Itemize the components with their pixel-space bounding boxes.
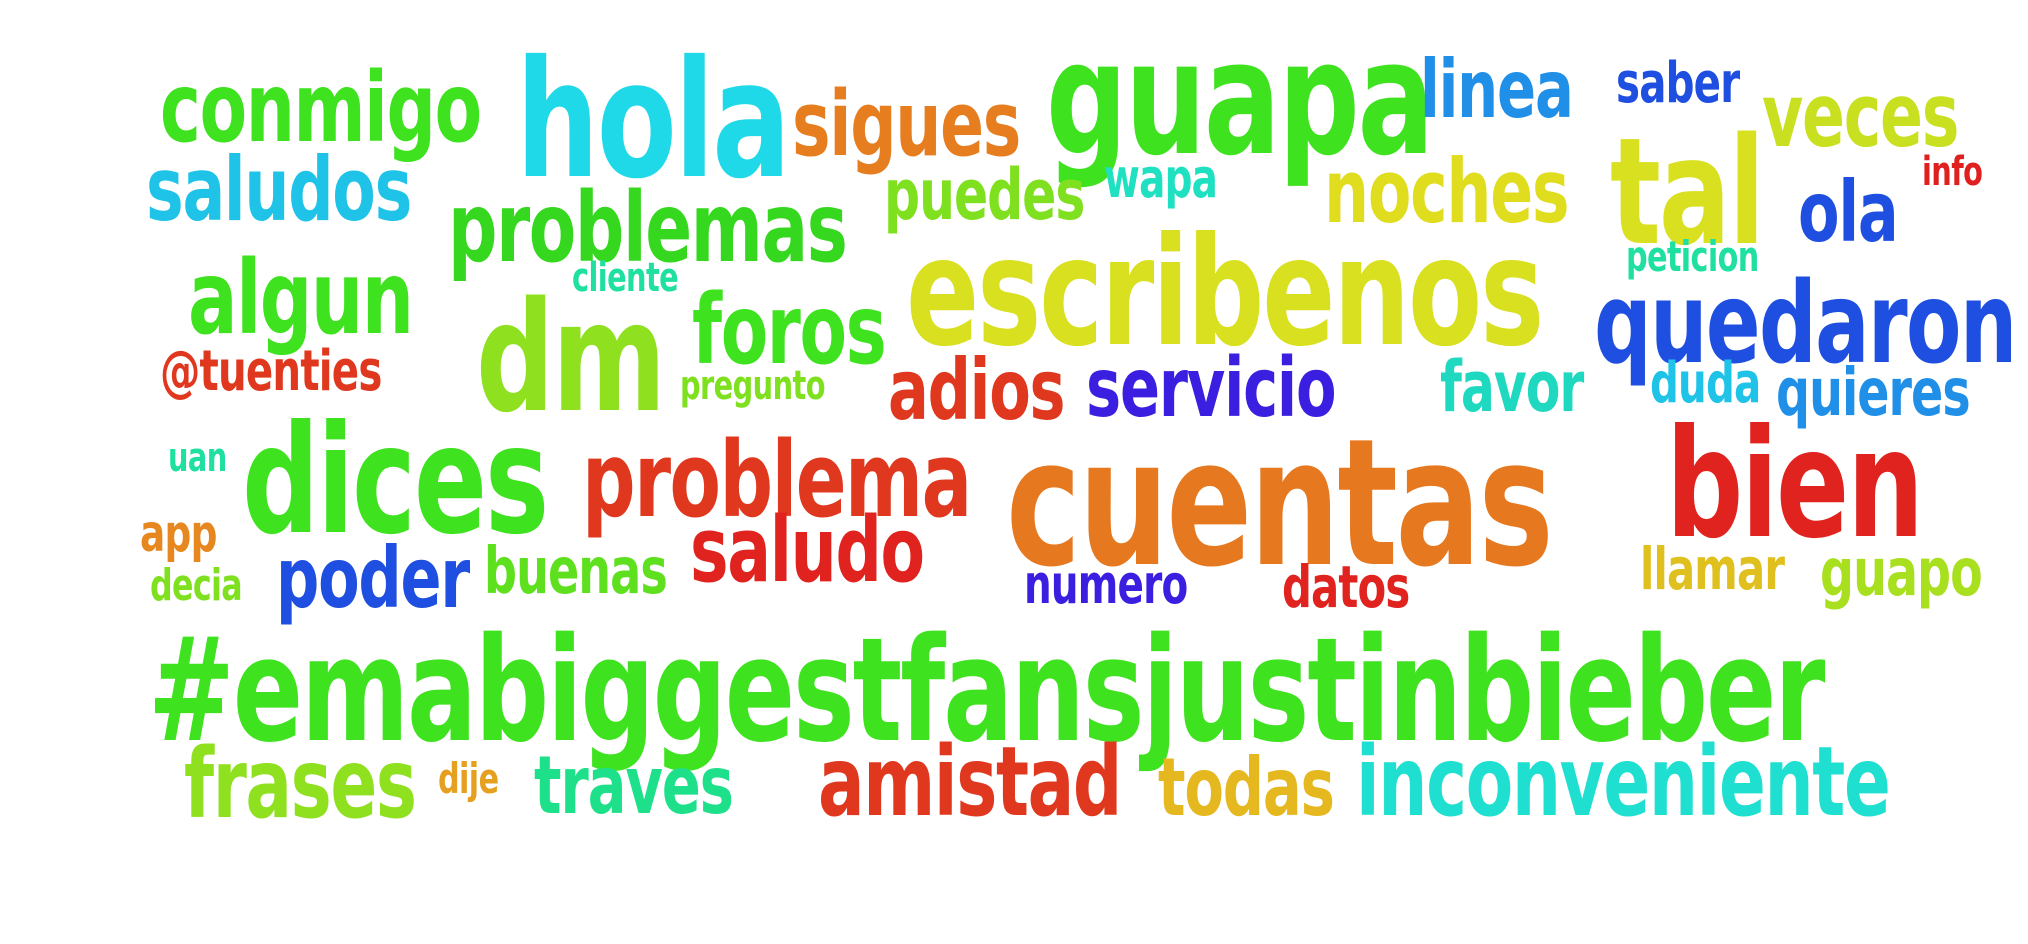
word-numero: numero	[1024, 553, 1188, 616]
word-emabiggestfansjustinbieber: #emabiggestfansjustinbieber	[148, 606, 1825, 774]
word-foros: foros	[692, 274, 887, 386]
word-cliente: cliente	[572, 255, 679, 301]
word-saber: saber	[1616, 51, 1740, 116]
word-pregunto: pregunto	[680, 363, 825, 409]
word-quedaron: quedaron	[1594, 259, 2017, 389]
word-saludo: saludo	[690, 498, 925, 603]
word-guapo: guapo	[1820, 534, 1983, 611]
word-bien: bien	[1666, 398, 1924, 572]
word-linea: linea	[1420, 43, 1574, 136]
word-tuenties: @tuenties	[160, 339, 382, 404]
word-todas: todas	[1158, 741, 1335, 834]
word-tal: tal	[1610, 106, 1765, 278]
word-guapa: guapa	[1046, 7, 1434, 191]
word-peticion: peticion	[1626, 232, 1759, 281]
word-llamar: llamar	[1640, 535, 1785, 603]
word-algun: algun	[188, 239, 414, 358]
word-amistad: amistad	[818, 726, 1122, 838]
word-dices: dices	[242, 394, 549, 568]
word-wapa: wapa	[1104, 147, 1218, 210]
word-puedes: puedes	[884, 154, 1085, 236]
word-info: info	[1922, 149, 1983, 195]
word-adios: adios	[888, 341, 1066, 439]
word-uan: uan	[168, 435, 227, 481]
word-duda: duda	[1650, 351, 1761, 416]
word-saludos: saludos	[146, 138, 412, 241]
word-traves: traves	[534, 739, 734, 832]
word-veces: veces	[1762, 64, 1959, 167]
word-hola: hola	[516, 27, 791, 215]
word-conmigo: conmigo	[160, 52, 482, 164]
word-noches: noches	[1324, 140, 1570, 243]
word-inconveniente: inconveniente	[1356, 726, 1891, 838]
word-poder: poder	[276, 529, 470, 627]
word-servicio: servicio	[1086, 341, 1337, 436]
word-cuentas: cuentas	[1006, 401, 1554, 606]
word-quieres: quieres	[1776, 354, 1971, 431]
word-dm: dm	[476, 269, 666, 446]
word-datos: datos	[1282, 553, 1410, 621]
word-buenas: buenas	[484, 535, 668, 609]
word-frases: frases	[184, 728, 417, 840]
word-decia: decia	[150, 560, 243, 611]
word-problemas: problemas	[448, 172, 848, 284]
word-dije: dije	[438, 754, 499, 803]
word-problema: problema	[582, 419, 972, 541]
word-ola: ola	[1798, 163, 1899, 261]
word-escribenos: escribenos	[906, 206, 1544, 380]
word-sigues: sigues	[792, 72, 1021, 177]
word-app: app	[140, 504, 217, 564]
word-favor: favor	[1440, 346, 1584, 428]
